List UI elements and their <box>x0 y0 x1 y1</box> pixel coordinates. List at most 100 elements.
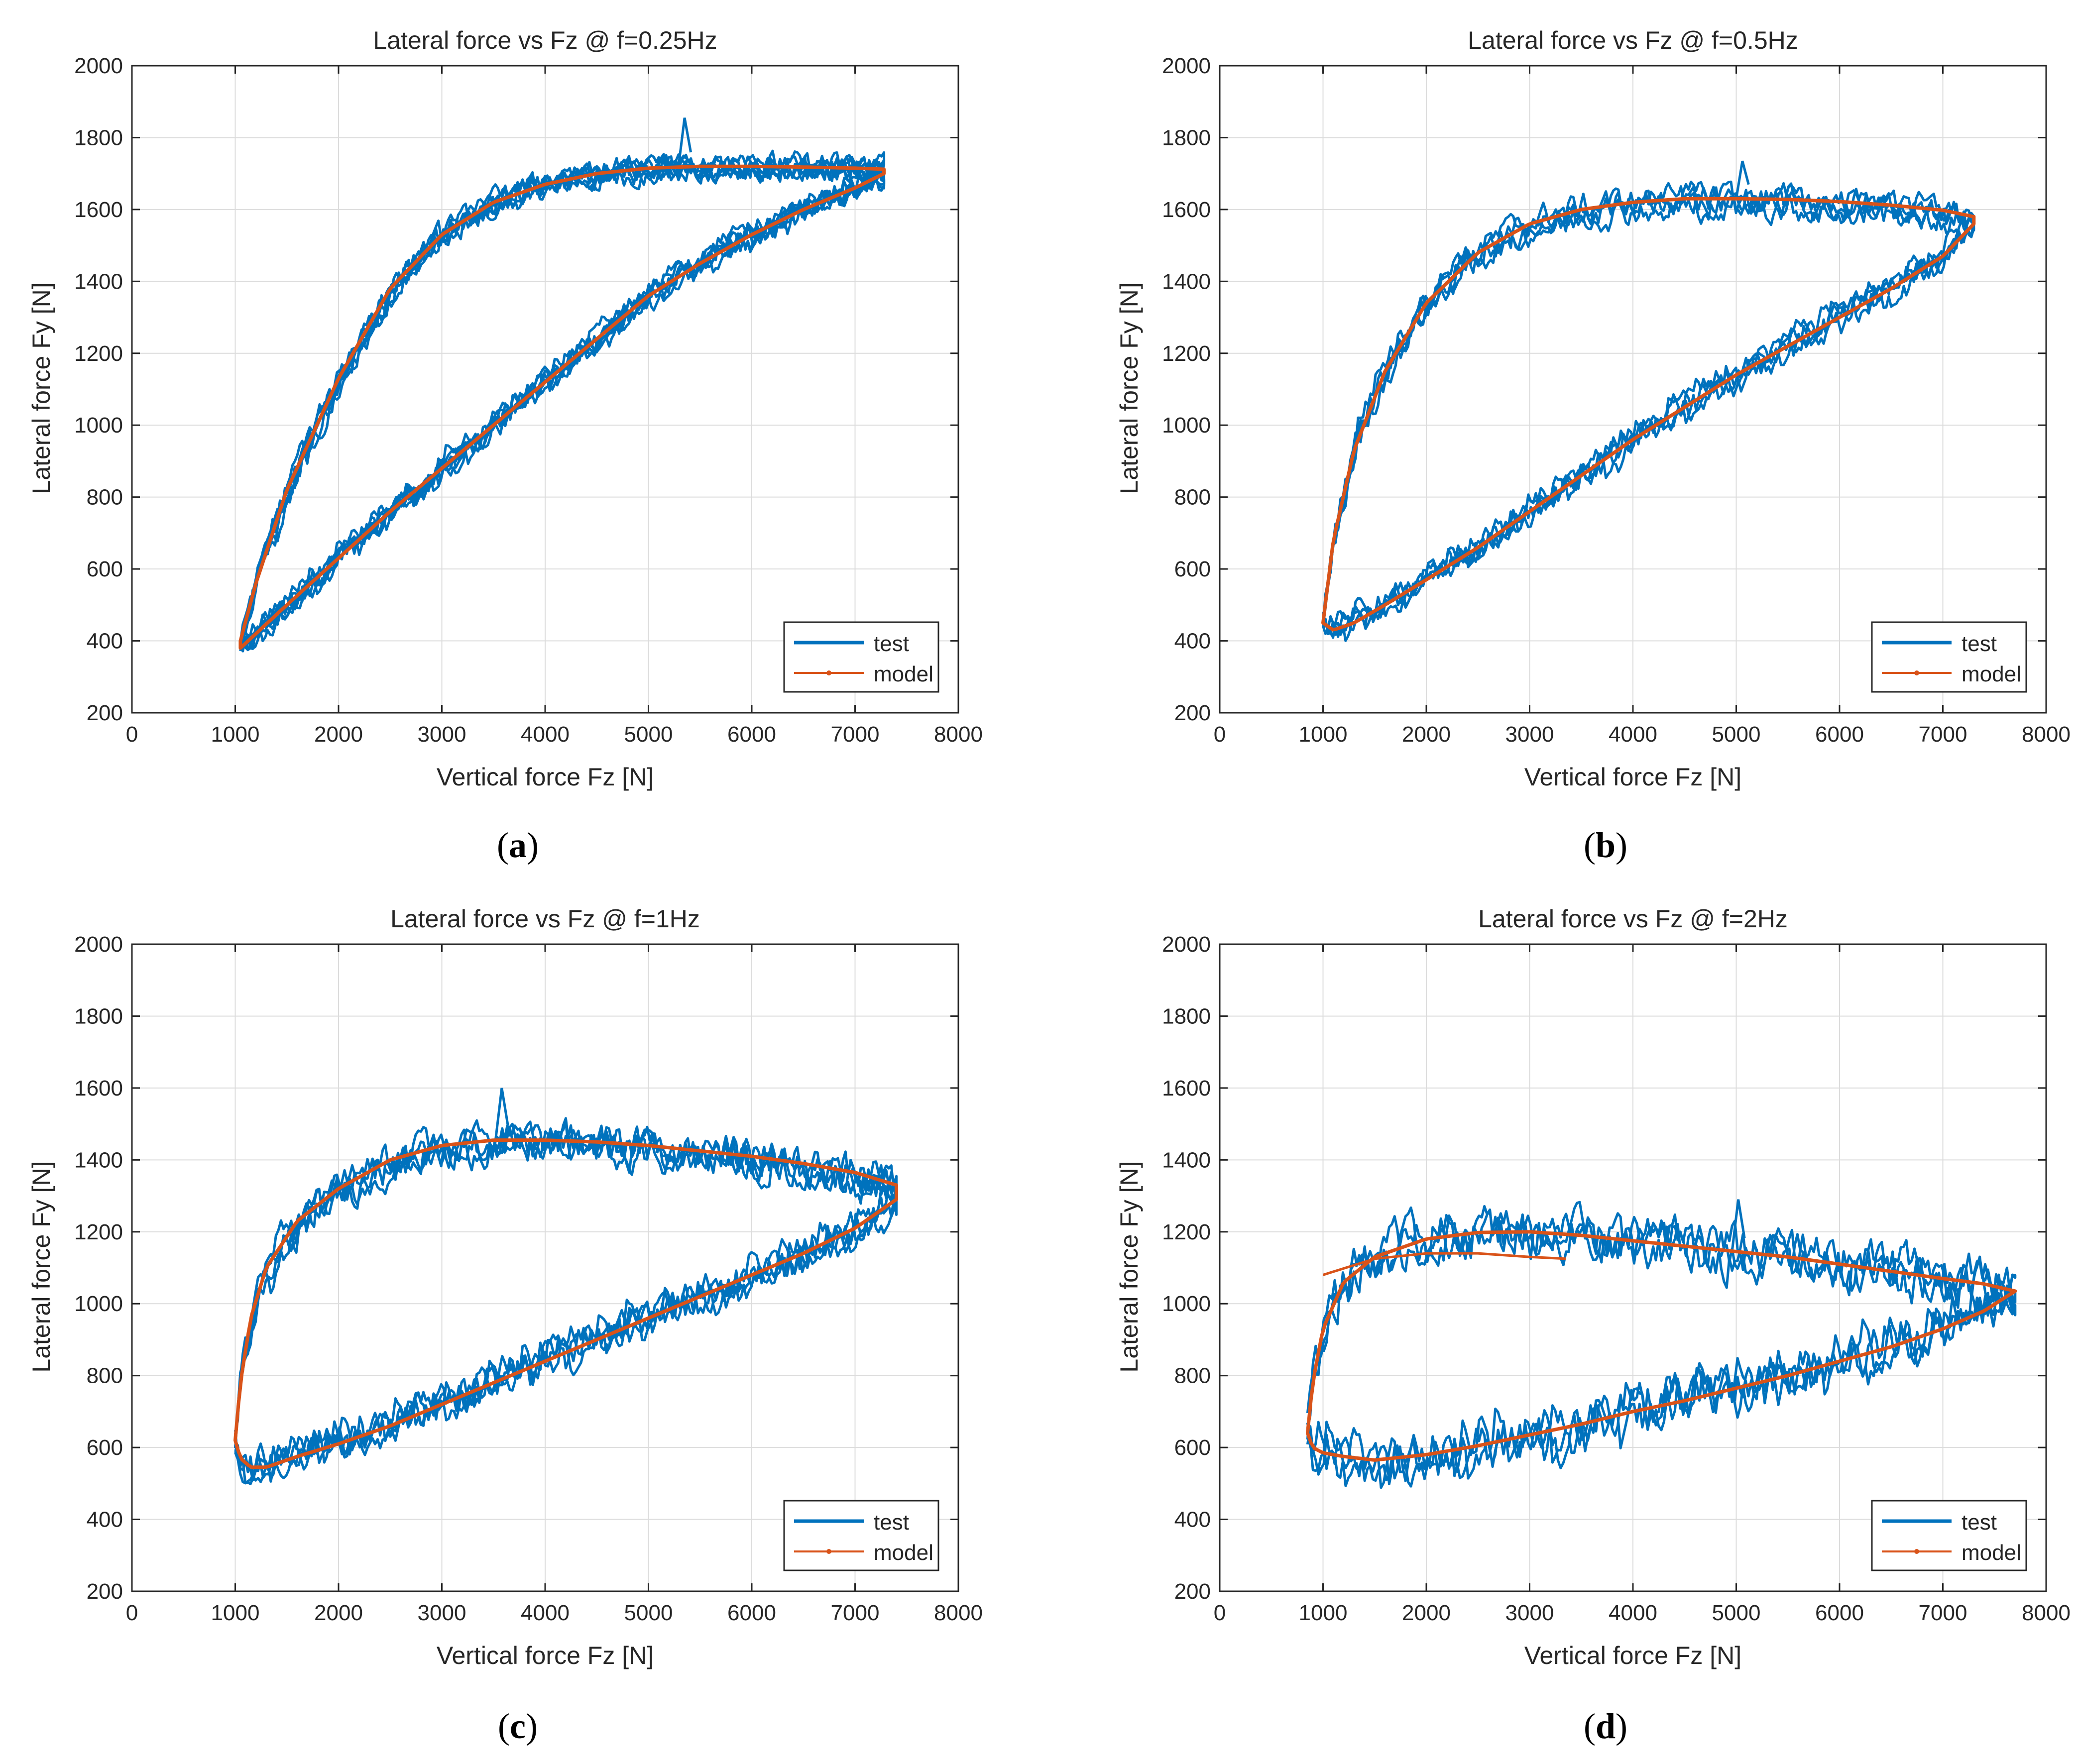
model-marker <box>1837 1360 1840 1363</box>
x-axis-label: Vertical force Fz [N] <box>437 763 654 791</box>
model-marker <box>1484 540 1488 544</box>
model-marker <box>238 639 242 643</box>
model-marker <box>663 1310 667 1313</box>
model-marker <box>1624 1238 1627 1242</box>
axes-box <box>1219 65 2047 714</box>
x-tick-label: 0 <box>126 1601 138 1625</box>
model-marker <box>737 240 741 243</box>
model-marker <box>464 218 467 221</box>
model-marker <box>416 487 419 490</box>
model-marker <box>481 1139 485 1143</box>
model-marker <box>577 353 580 356</box>
x-tick-label: 7000 <box>831 1601 880 1625</box>
x-tick-label: 2000 <box>314 1601 363 1625</box>
y-tick-label: 200 <box>87 701 123 725</box>
model-loop-line <box>1321 197 1976 632</box>
model-marker <box>300 1453 303 1457</box>
model-marker <box>1858 201 1861 205</box>
caption-close-paren: ) <box>526 1706 538 1746</box>
model-marker <box>1483 1442 1486 1446</box>
model-marker <box>432 1406 435 1410</box>
model-marker <box>1394 1248 1397 1251</box>
model-marker <box>729 1152 733 1156</box>
series-model <box>233 1138 898 1469</box>
x-tick-label: 3000 <box>418 722 466 747</box>
model-marker <box>1582 472 1585 476</box>
model-marker <box>1614 449 1617 453</box>
tick-labels: 0 1000 2000 3000 4000 5000 6000 7000 8000 200 400 6… <box>1162 54 2071 747</box>
model-marker <box>416 258 419 262</box>
x-tick-label: 5000 <box>1712 722 1761 747</box>
model-marker <box>630 1143 634 1146</box>
model-marker <box>746 1275 749 1278</box>
model-marker <box>1837 1262 1840 1266</box>
y-tick-label: 600 <box>87 557 123 581</box>
model-marker <box>845 1230 848 1234</box>
model-marker <box>266 1263 270 1266</box>
model-marker <box>614 1141 617 1145</box>
model-marker <box>657 288 661 291</box>
model-marker <box>382 1427 386 1430</box>
caption-open-paren: ( <box>497 825 509 865</box>
y-tick-label: 1800 <box>1162 125 1211 150</box>
model-marker <box>1748 1383 1751 1387</box>
model-marker <box>1996 1285 1999 1289</box>
legend-model-marker <box>1914 670 1919 675</box>
model-marker <box>1777 198 1780 201</box>
legend-box <box>1871 621 2027 693</box>
model-marker <box>367 324 371 327</box>
model-marker <box>1359 1267 1362 1270</box>
x-tick-label: 4000 <box>1609 722 1657 747</box>
model-marker <box>335 558 339 561</box>
model-marker <box>564 1351 568 1354</box>
model-marker <box>316 1448 320 1452</box>
y-tick-label: 1200 <box>1162 341 1211 366</box>
model-marker <box>802 208 805 211</box>
model-marker <box>1589 1420 1592 1424</box>
x-axis-label: Vertical force Fz [N] <box>1524 763 1741 791</box>
model-marker <box>287 484 290 488</box>
model-marker <box>335 380 339 384</box>
model-marker <box>399 1155 402 1159</box>
x-tick-label: 5000 <box>624 722 673 747</box>
y-tick-label: 1800 <box>1162 1004 1211 1028</box>
model-marker <box>1607 1236 1610 1240</box>
model-marker <box>609 170 612 174</box>
legend: test model <box>1871 1500 2027 1571</box>
model-marker <box>283 1238 287 1241</box>
model-marker <box>283 1459 287 1462</box>
model-marker <box>1589 1234 1592 1238</box>
model-marker <box>316 1203 320 1207</box>
model-marker <box>1760 198 1764 201</box>
y-tick-label: 600 <box>1174 557 1211 581</box>
model-marker <box>641 167 644 171</box>
model-marker <box>812 1164 815 1167</box>
caption-open-paren: ( <box>1584 825 1596 865</box>
panel-caption: (b) <box>1584 825 1627 865</box>
model-marker <box>1925 1333 1929 1336</box>
y-axis-label: Lateral force Fy [N] <box>27 1161 55 1372</box>
legend-box <box>783 1500 939 1571</box>
y-tick-label: 1000 <box>74 1292 123 1316</box>
model-marker <box>366 1432 369 1435</box>
model-marker <box>1630 439 1634 442</box>
legend-model-marker <box>826 1549 831 1554</box>
model-marker <box>255 632 258 635</box>
legend-test-label: test <box>874 632 909 656</box>
model-marker <box>850 166 853 170</box>
model-marker <box>1819 1365 1822 1368</box>
model-marker <box>818 166 821 169</box>
model-marker <box>1854 1355 1857 1358</box>
model-marker <box>1533 506 1536 510</box>
model-marker <box>349 1438 352 1441</box>
model-marker <box>786 216 789 219</box>
y-tick-label: 400 <box>1174 629 1211 654</box>
y-tick-label: 200 <box>87 1579 123 1604</box>
model-marker <box>465 1141 468 1145</box>
y-tick-label: 800 <box>1174 1364 1211 1388</box>
model-marker <box>383 514 387 518</box>
model-marker <box>498 1138 501 1142</box>
model-marker <box>689 165 693 168</box>
model-marker <box>1412 1242 1415 1245</box>
legend: test model <box>783 621 939 693</box>
